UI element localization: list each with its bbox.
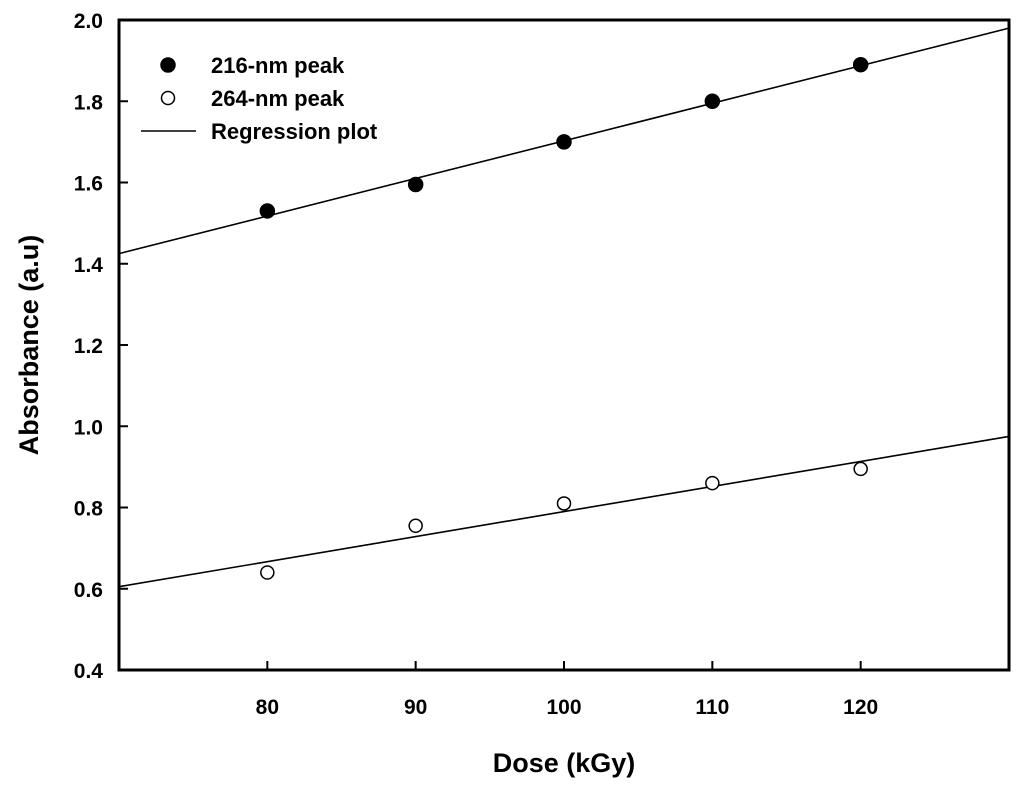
x-tick-label: 100 (546, 696, 581, 719)
y-tick-label: 1.4 (74, 254, 104, 277)
data-point-series2-2 (408, 518, 423, 534)
legend-label-264nm: 264-nm peak (211, 86, 345, 111)
y-tick-label: 2.0 (74, 10, 103, 33)
legend-marker-264nm (160, 90, 176, 106)
data-point-series1-3 (556, 134, 572, 150)
x-tick-label: 110 (695, 696, 729, 719)
y-tick-label: 1.0 (74, 416, 103, 439)
data-point-series2-1 (260, 565, 275, 580)
legend: 216-nm peak 264-nm peak Regression plot (141, 53, 378, 144)
data-points (259, 56, 869, 580)
data-point-series2-4 (705, 475, 720, 491)
y-tick-label: 0.6 (74, 579, 103, 602)
data-point-series2-3 (556, 496, 572, 511)
x-tick-label: 90 (404, 696, 427, 719)
y-tick-label: 0.4 (74, 660, 104, 683)
data-point-series2-5 (853, 461, 868, 477)
data-point-series1-4 (704, 93, 721, 109)
x-axis: 80 90 100 110 120 (256, 661, 878, 719)
legend-label-216nm: 216-nm peak (211, 53, 345, 78)
y-tick-label: 0.8 (74, 498, 104, 521)
y-tick-label: 1.6 (74, 173, 103, 196)
data-point-series1-2 (407, 176, 424, 193)
x-tick-label: 80 (256, 696, 279, 719)
legend-label-regression: Regression plot (211, 119, 378, 144)
data-point-series1-1 (259, 203, 276, 219)
y-tick-label: 1.8 (74, 91, 104, 114)
y-axis: 0.4 0.6 0.8 1.0 1.2 1.4 1.6 1.8 2.0 (74, 10, 128, 683)
regression-line-2 (118, 435, 1010, 588)
x-tick-label: 120 (843, 696, 878, 719)
data-point-series1-5 (852, 56, 869, 73)
legend-marker-216nm (160, 57, 176, 73)
y-axis-title: Absorbance (a.u) (14, 235, 44, 456)
plot-frame (117, 18, 1011, 672)
y-tick-label: 1.2 (74, 335, 103, 358)
x-axis-title: Dose (kGy) (493, 748, 636, 778)
